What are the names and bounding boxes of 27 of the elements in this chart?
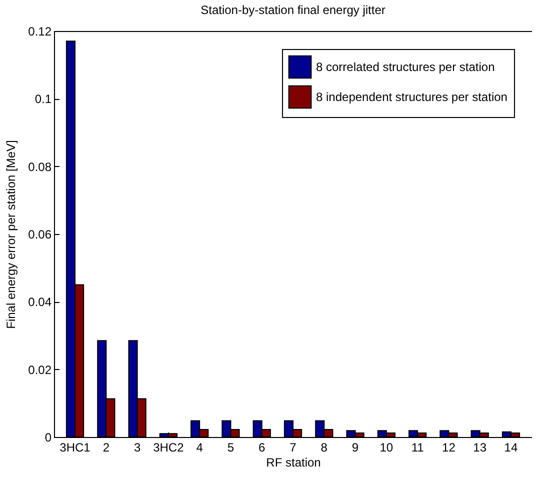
- x-tick-label: 13: [473, 440, 487, 454]
- x-tick-label: 7: [290, 440, 297, 454]
- x-tick-label: 4: [196, 440, 204, 454]
- x-tick-label: 8: [320, 440, 328, 454]
- y-axis-title: Final energy error per station [MeV]: [4, 140, 18, 329]
- x-tick-label: 14: [504, 440, 518, 454]
- x-tick-label: 11: [411, 440, 424, 454]
- y-tick-label: 0.02: [28, 362, 52, 377]
- y-tick-label: 0.1: [34, 92, 52, 106]
- x-tick-label: 3HC2: [153, 440, 184, 454]
- x-tick-label: 5: [227, 440, 234, 454]
- x-tick-label: 10: [380, 440, 394, 454]
- y-tick-label: 0.08: [28, 160, 52, 174]
- y-tick-label: 0: [44, 430, 52, 444]
- x-tick-label: 6: [258, 440, 266, 454]
- x-tick-label: 12: [442, 440, 456, 454]
- legend-label: 8 correlated structures per station: [316, 60, 495, 74]
- x-tick-label: 2: [102, 440, 110, 454]
- x-axis-title: RF station: [266, 456, 321, 470]
- y-tick-label: 0.04: [28, 295, 52, 310]
- x-tick-label: 3: [134, 440, 141, 454]
- y-tick-label: 0.06: [28, 228, 52, 242]
- y-tick-label: 0.12: [28, 24, 52, 38]
- chart-title: Station-by-station final energy jitter: [200, 3, 386, 17]
- legend-label: 8 independent structures per station: [316, 90, 508, 104]
- x-tick-label: 3HC1: [60, 440, 91, 454]
- x-tick-label: 9: [352, 440, 359, 454]
